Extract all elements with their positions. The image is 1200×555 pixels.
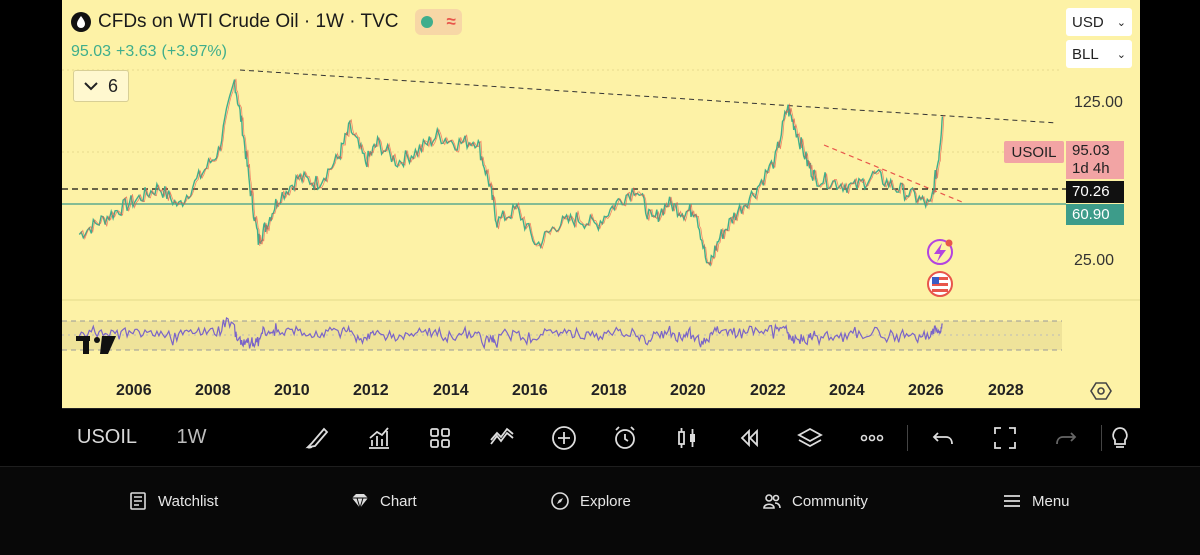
nav-label: Watchlist <box>158 492 219 510</box>
rewind-icon[interactable] <box>718 418 780 458</box>
x-axis-label: 2014 <box>433 382 469 399</box>
currency-select[interactable]: USD ⌄ <box>1066 8 1132 36</box>
market-status-pill[interactable]: ≈ <box>414 9 462 35</box>
price-series-line <box>78 79 944 267</box>
nav-label: Menu <box>1032 492 1070 510</box>
x-axis-label: 2012 <box>353 382 389 399</box>
bar-chart-icon[interactable] <box>348 418 410 458</box>
trend-line-upper <box>239 69 1058 124</box>
candles-icon[interactable] <box>656 418 718 458</box>
nav-explore[interactable]: Explore <box>550 491 631 511</box>
toolbar-divider <box>907 424 909 451</box>
chart-panel[interactable]: 125.00 50.00 25.00 2006 2008 2010 2012 2… <box>62 0 1140 408</box>
indicators-toggle-button[interactable]: 6 <box>73 70 129 102</box>
currency-value: USD <box>1072 13 1104 31</box>
x-axis-label: 2008 <box>195 382 231 399</box>
us-flag-event-icon[interactable] <box>927 271 953 297</box>
x-axis-label: 2010 <box>274 382 310 399</box>
plus-circle-icon[interactable] <box>533 418 595 458</box>
fullscreen-icon[interactable] <box>974 418 1036 458</box>
compass-icon <box>551 492 569 510</box>
brush-icon[interactable] <box>286 418 348 458</box>
tradingview-logo <box>76 336 116 354</box>
flash-event-icon[interactable] <box>927 239 953 265</box>
symbol-price-tag: USOIL <box>1004 141 1064 163</box>
indicator-count: 6 <box>108 75 119 96</box>
price-series-overlay <box>80 78 945 267</box>
nav-label: Chart <box>380 492 417 510</box>
x-axis-label: 2016 <box>512 382 548 399</box>
grid-icon[interactable] <box>409 418 471 458</box>
level-tag-black: 70.26 <box>1066 181 1124 203</box>
delay-wave-icon: ≈ <box>446 12 456 31</box>
unit-value: BLL <box>1072 45 1099 63</box>
nav-menu[interactable]: Menu <box>1002 491 1070 511</box>
nav-label: Explore <box>580 492 631 510</box>
trend-line-red <box>823 144 963 203</box>
hamburger-icon <box>1004 495 1020 507</box>
layers-icon[interactable] <box>780 418 842 458</box>
more-icon[interactable] <box>841 418 903 458</box>
toolbar-symbol[interactable]: USOIL <box>77 426 138 448</box>
chevron-down-icon: ⌄ <box>1116 16 1126 29</box>
level-tag-green: 60.90 <box>1066 204 1124 225</box>
current-price-value: 95.03 <box>1072 142 1110 159</box>
bottom-navigation: Watchlist Chart Explore Community Menu <box>0 466 1200 555</box>
redo-icon[interactable] <box>1035 418 1097 458</box>
chart-header[interactable]: CFDs on WTI Crude Oil · 1W · TVC ≈ <box>70 8 462 36</box>
x-axis-label: 2028 <box>988 382 1024 399</box>
x-axis-label: 2026 <box>908 382 944 399</box>
rsi-line <box>78 317 943 350</box>
nav-watchlist[interactable]: Watchlist <box>128 491 218 511</box>
toolbar-divider <box>1101 424 1103 451</box>
chart-settings-icon[interactable] <box>1090 380 1112 402</box>
right-bezel <box>1140 0 1200 465</box>
alarm-icon[interactable] <box>595 418 657 458</box>
current-price-tag: 95.03 1d 4h <box>1066 141 1124 179</box>
symbol-title[interactable]: CFDs on WTI Crude Oil · 1W · TVC <box>98 11 399 32</box>
price-chart[interactable] <box>62 0 1140 408</box>
last-price: 95.03 <box>71 43 112 60</box>
x-axis-label: 2024 <box>829 382 865 399</box>
price-change: +3.63 <box>116 43 157 60</box>
line-tool-icon[interactable] <box>471 418 533 458</box>
oil-drop-icon <box>71 12 91 32</box>
x-axis-label: 2006 <box>116 382 152 399</box>
nav-chart[interactable]: Chart <box>350 491 417 511</box>
chevron-down-icon: ⌄ <box>1116 48 1126 61</box>
y-axis-label: 125.00 <box>1074 94 1123 111</box>
unit-select[interactable]: BLL ⌄ <box>1066 40 1132 68</box>
y-axis-label: 25.00 <box>1074 252 1115 269</box>
bulb-icon[interactable] <box>1106 418 1140 458</box>
x-axis-label: 2020 <box>670 382 706 399</box>
diamond-icon <box>352 494 368 510</box>
nav-community[interactable]: Community <box>762 491 868 511</box>
x-axis-label: 2018 <box>591 382 627 399</box>
list-icon <box>130 492 146 510</box>
people-icon <box>763 494 781 509</box>
undo-icon[interactable] <box>912 418 974 458</box>
toolbar-interval[interactable]: 1W <box>176 426 207 448</box>
left-bezel <box>0 0 62 465</box>
bar-countdown: 1d 4h <box>1072 160 1110 177</box>
price-change-pct: (+3.97%) <box>161 43 227 60</box>
chart-toolbar: USOIL 1W <box>62 408 1140 466</box>
market-open-dot-icon <box>420 16 433 28</box>
nav-label: Community <box>792 492 868 510</box>
price-summary: 95.03 +3.63 (+3.97%) <box>71 43 227 61</box>
chevron-down-icon <box>84 82 98 91</box>
x-axis-label: 2022 <box>750 382 786 399</box>
